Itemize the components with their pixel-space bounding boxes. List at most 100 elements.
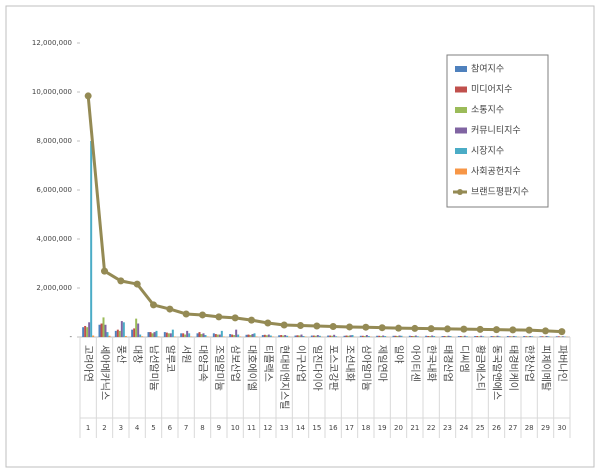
bar: [512, 336, 515, 337]
bar: [541, 336, 544, 337]
bar: [412, 336, 415, 337]
bar: [474, 336, 477, 337]
line-marker: [493, 326, 500, 334]
bar: [547, 336, 550, 337]
bar: [425, 335, 428, 337]
bar: [327, 335, 330, 337]
x-tick-label: 한창산업: [523, 345, 536, 382]
bar: [343, 335, 346, 337]
x-tick-label: 세아메카닉스: [99, 345, 111, 400]
bar: [284, 335, 287, 337]
bar: [263, 334, 266, 337]
bar: [114, 330, 117, 337]
y-tick-label: 4,000,000: [36, 235, 72, 243]
x-tick-label: 대호에이엘: [246, 345, 259, 391]
line-marker: [525, 326, 533, 334]
bar: [457, 336, 460, 337]
bar: [131, 329, 134, 337]
bar: [361, 335, 364, 337]
bar: [120, 321, 123, 337]
rank-label: 30: [557, 424, 566, 432]
line-marker: [427, 325, 435, 333]
bar: [186, 330, 189, 337]
bar: [539, 336, 542, 337]
bar: [400, 335, 403, 337]
bar: [118, 330, 121, 337]
bar: [278, 335, 281, 337]
y-tick-label: 12,000,000: [32, 39, 72, 47]
bar: [286, 335, 289, 337]
x-tick-label: 조선내화: [344, 345, 356, 382]
bar: [331, 335, 334, 337]
rank-label: 17: [345, 424, 354, 432]
line-marker: [313, 322, 321, 330]
rank-label: 14: [296, 424, 305, 432]
rank-label: 7: [184, 424, 188, 432]
line-marker: [166, 305, 174, 313]
bar: [363, 336, 366, 337]
line-marker: [558, 328, 566, 336]
bar: [267, 334, 270, 337]
bar: [431, 335, 434, 337]
bar: [163, 332, 166, 337]
bar: [188, 333, 191, 337]
line-marker: [264, 319, 272, 327]
y-tick-label: 8,000,000: [36, 137, 72, 145]
y-tick-label: 10,000,000: [32, 88, 72, 96]
x-tick-label: 피제이메탈: [540, 345, 553, 391]
bar: [282, 335, 285, 337]
legend-marker: [457, 189, 463, 195]
bar: [104, 324, 107, 337]
line-marker: [460, 325, 468, 333]
bar: [253, 333, 256, 337]
line-marker: [476, 325, 484, 333]
bar: [482, 336, 485, 337]
x-tick-label: 디씨엠: [458, 345, 470, 373]
bar: [108, 335, 111, 337]
bar: [367, 336, 370, 337]
bar: [316, 335, 319, 337]
x-tick-label: 포스코강판: [327, 345, 339, 391]
x-tick-label: 조일알미늄: [213, 345, 225, 391]
bar: [498, 336, 501, 337]
bar: [233, 335, 236, 337]
rank-label: 1: [86, 424, 90, 432]
bar: [261, 335, 264, 337]
line-marker: [378, 324, 386, 332]
bar: [180, 333, 183, 337]
bar: [247, 334, 250, 337]
bar: [82, 327, 85, 337]
x-tick-label: 태경비케이: [507, 345, 520, 391]
bar: [165, 332, 168, 337]
bar: [137, 323, 140, 337]
x-tick-label: 대창: [131, 345, 143, 363]
rank-label: 25: [476, 424, 485, 432]
bar: [312, 335, 315, 337]
bar: [449, 336, 452, 337]
x-tick-label: 대양금속: [197, 345, 209, 382]
line-marker: [411, 324, 419, 332]
rank-label: 8: [200, 424, 204, 432]
line-marker: [199, 311, 206, 319]
bar: [380, 336, 383, 337]
bar: [459, 336, 462, 337]
bar: [408, 335, 411, 337]
legend-swatch: [455, 86, 467, 93]
bar: [139, 334, 142, 337]
bar: [184, 334, 187, 337]
bar: [461, 336, 464, 337]
bar: [182, 333, 185, 337]
bar: [523, 336, 526, 337]
bar: [310, 335, 313, 337]
x-tick-label: 일진다이아: [311, 345, 323, 391]
bar: [392, 335, 395, 337]
bar: [90, 141, 93, 337]
line-marker: [362, 323, 370, 331]
bar: [141, 336, 144, 337]
bar: [116, 329, 119, 337]
line-marker: [329, 322, 337, 330]
legend-swatch: [455, 66, 467, 72]
x-tick-label: 고려아연: [82, 345, 94, 382]
